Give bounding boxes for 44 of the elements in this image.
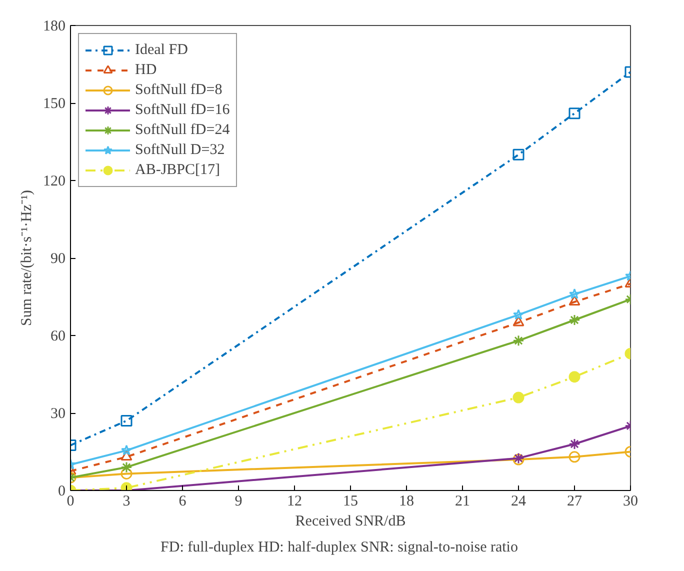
x-tick-label: 18 bbox=[399, 494, 414, 510]
point bbox=[512, 148, 524, 160]
point bbox=[512, 334, 524, 346]
point bbox=[568, 438, 580, 450]
x-tick-label: 15 bbox=[343, 494, 358, 510]
x-tick-label: 3 bbox=[122, 494, 130, 510]
legend-label: SoftNull fD=8 bbox=[135, 82, 222, 98]
y-axis-title: Sum rate/(bit·s⁻¹·Hz⁻¹) bbox=[19, 190, 35, 326]
x-tick-label: 21 bbox=[455, 494, 470, 510]
x-axis-title: Received SNR/dB bbox=[295, 514, 406, 530]
y-tick-label: 120 bbox=[43, 174, 66, 190]
y-tick-label: 150 bbox=[43, 96, 66, 112]
y-tick-label: 60 bbox=[50, 328, 66, 344]
y-tick-label: 180 bbox=[43, 18, 66, 34]
x-tick-label: 27 bbox=[567, 494, 582, 510]
legend-label: SoftNull fD=16 bbox=[135, 102, 230, 118]
legend-label: AB-JBPC[17] bbox=[135, 162, 220, 178]
point bbox=[568, 451, 580, 463]
point bbox=[120, 444, 132, 456]
point bbox=[120, 462, 132, 473]
y-tick-label: 0 bbox=[58, 484, 66, 500]
point bbox=[568, 314, 580, 326]
x-tick-label: 9 bbox=[234, 494, 242, 510]
point bbox=[120, 415, 132, 426]
point bbox=[512, 392, 524, 404]
text: FD: full-duplex HD: half-duplex SNR: signal-to-noise ratio bbox=[160, 540, 518, 556]
x-tick-label: 6 bbox=[178, 494, 187, 510]
legend-label: HD bbox=[135, 62, 157, 78]
point bbox=[568, 108, 580, 120]
point bbox=[568, 288, 580, 299]
legend-label: SoftNull D=32 bbox=[135, 142, 225, 158]
x-tick-label: 30 bbox=[623, 494, 638, 510]
point bbox=[512, 316, 524, 326]
y-tick-label: 30 bbox=[50, 406, 66, 422]
legend-label: SoftNull fD=24 bbox=[135, 122, 230, 138]
point bbox=[120, 468, 132, 480]
point bbox=[568, 371, 580, 383]
point bbox=[512, 309, 524, 320]
legend-label: Ideal FD bbox=[135, 42, 188, 58]
x-tick-label: 24 bbox=[511, 494, 526, 510]
point bbox=[120, 450, 132, 461]
point bbox=[568, 295, 580, 306]
y-tick-label: 90 bbox=[50, 251, 66, 267]
x-tick-label: 12 bbox=[287, 494, 302, 510]
